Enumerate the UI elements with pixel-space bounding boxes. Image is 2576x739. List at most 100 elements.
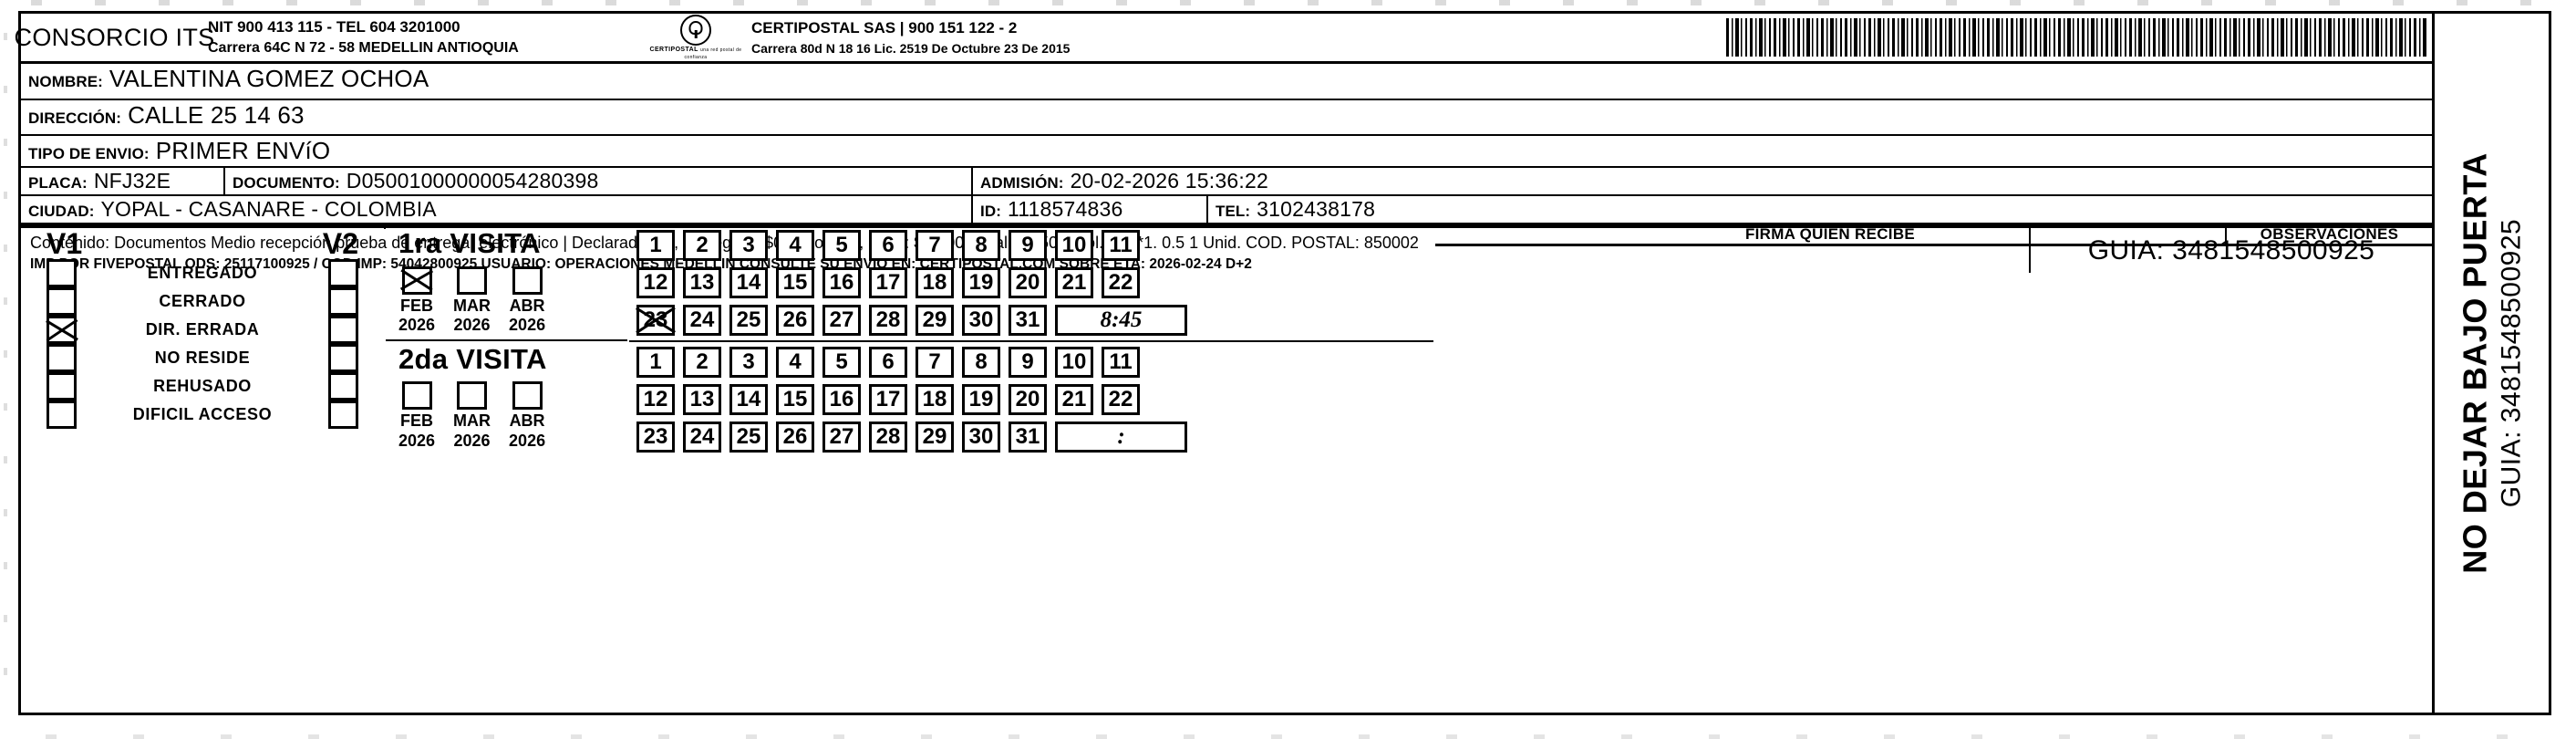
- v1-day-11[interactable]: 11: [1102, 230, 1140, 261]
- status-label-no-reside: NO RESIDE: [154, 349, 251, 367]
- v1-day-7[interactable]: 7: [916, 230, 954, 261]
- v1-day-29[interactable]: 29: [916, 305, 954, 336]
- v1-day-18[interactable]: 18: [916, 267, 954, 298]
- v1-day-31[interactable]: 31: [1009, 305, 1047, 336]
- tel-value: 3102438178: [1257, 197, 1376, 221]
- v1-day-15[interactable]: 15: [776, 267, 814, 298]
- v2-day-31[interactable]: 31: [1009, 422, 1047, 453]
- visit-2-month-feb-checkbox[interactable]: [401, 381, 432, 411]
- v2-day-19[interactable]: 19: [962, 384, 1000, 415]
- v1-day-10[interactable]: 10: [1055, 230, 1093, 261]
- v2-day-14[interactable]: 14: [729, 384, 768, 415]
- v1-day-27[interactable]: 27: [822, 305, 861, 336]
- checkbox-v2-rehusado[interactable]: [328, 372, 358, 401]
- v2-day-13[interactable]: 13: [683, 384, 721, 415]
- v1-day-13[interactable]: 13: [683, 267, 721, 298]
- v1-day-6[interactable]: 6: [869, 230, 907, 261]
- visit-2-time-value[interactable]: :: [1055, 422, 1187, 453]
- v2-day-11[interactable]: 11: [1102, 347, 1140, 378]
- visit-2-title: 2da VISITA: [398, 342, 547, 375]
- v1-day-19[interactable]: 19: [962, 267, 1000, 298]
- v2-day-28[interactable]: 28: [869, 422, 907, 453]
- checkbox-v1-dificil-acceso[interactable]: [47, 401, 77, 429]
- visit-2-months: FEB 2026 MAR 2026: [398, 381, 618, 451]
- checkbox-v2-no-reside[interactable]: [328, 344, 358, 372]
- v2-day-26[interactable]: 26: [776, 422, 814, 453]
- v2-day-27[interactable]: 27: [822, 422, 861, 453]
- v2-day-10[interactable]: 10: [1055, 347, 1093, 378]
- v2-day-16[interactable]: 16: [822, 384, 861, 415]
- v2-day-22[interactable]: 22: [1102, 384, 1140, 415]
- v1-day-22[interactable]: 22: [1102, 267, 1140, 298]
- v1-day-26[interactable]: 26: [776, 305, 814, 336]
- left-fields-stack: TIPO DE ENVIO: PRIMER ENVíO PLACA: NFJ32…: [21, 136, 2432, 453]
- v2-day-8[interactable]: 8: [962, 347, 1000, 378]
- visit-2-month-mar[interactable]: MAR 2026: [453, 381, 491, 451]
- v2-day-3[interactable]: 3: [729, 347, 768, 378]
- v2-day-2[interactable]: 2: [683, 347, 721, 378]
- v1-day-3[interactable]: 3: [729, 230, 768, 261]
- scan-artifact-top: [0, 0, 2576, 5]
- checkbox-v1-cerrado[interactable]: [47, 287, 77, 316]
- v1-day-24[interactable]: 24: [683, 305, 721, 336]
- visit-2-month-abr-checkbox[interactable]: [512, 381, 543, 411]
- v1-day-12[interactable]: 12: [636, 267, 675, 298]
- v2-day-1[interactable]: 1: [636, 347, 675, 378]
- visit-1-month-abr[interactable]: ABR 2026: [509, 265, 545, 336]
- visit-1-time-value[interactable]: 8:45: [1055, 305, 1187, 336]
- v2-day-17[interactable]: 17: [869, 384, 907, 415]
- v2-day-24[interactable]: 24: [683, 422, 721, 453]
- v1-day-16[interactable]: 16: [822, 267, 861, 298]
- v1-day-20[interactable]: 20: [1009, 267, 1047, 298]
- v2-day-18[interactable]: 18: [916, 384, 954, 415]
- checkbox-v2-dificil-acceso[interactable]: [328, 401, 358, 429]
- v1-day-14[interactable]: 14: [729, 267, 768, 298]
- visit-1-month-mar-checkbox[interactable]: [457, 265, 488, 295]
- visit-1-month-feb-checkbox[interactable]: [401, 265, 432, 295]
- visit-1-month-abr-checkbox[interactable]: [512, 265, 543, 295]
- visit-1-month-feb[interactable]: FEB 2026: [398, 265, 435, 336]
- vertical-notice-strip: NO DEJAR BAJO PUERTA GUIA: 3481548500925: [2432, 14, 2549, 713]
- checkbox-v1-dir-errada[interactable]: [47, 316, 77, 344]
- v1-day-17[interactable]: 17: [869, 267, 907, 298]
- certipostal-logo: CERTIPOSTAL una red postal de confianza: [646, 14, 746, 61]
- v1-day-1[interactable]: 1: [636, 230, 675, 261]
- v2-day-21[interactable]: 21: [1055, 384, 1093, 415]
- v2-day-4[interactable]: 4: [776, 347, 814, 378]
- v2-day-20[interactable]: 20: [1009, 384, 1047, 415]
- v2-day-9[interactable]: 9: [1009, 347, 1047, 378]
- v1-day-8[interactable]: 8: [962, 230, 1000, 261]
- v1-day-21[interactable]: 21: [1055, 267, 1093, 298]
- visit-2-month-feb[interactable]: FEB 2026: [398, 381, 435, 451]
- v1-day-23[interactable]: 23: [636, 305, 675, 336]
- v2-day-30[interactable]: 30: [962, 422, 1000, 453]
- checkbox-v1-rehusado[interactable]: [47, 372, 77, 401]
- v1-day-30[interactable]: 30: [962, 305, 1000, 336]
- v1-day-9[interactable]: 9: [1009, 230, 1047, 261]
- v1-day-25[interactable]: 25: [729, 305, 768, 336]
- v1-day-2[interactable]: 2: [683, 230, 721, 261]
- status-rows: ENTREGADO CERRADO: [21, 259, 384, 429]
- v2-day-23[interactable]: 23: [636, 422, 675, 453]
- checkbox-v2-cerrado[interactable]: [328, 287, 358, 316]
- checkbox-v1-entregado[interactable]: [47, 259, 77, 287]
- certipostal-logo-word: CERTIPOSTAL: [649, 46, 698, 53]
- checkbox-v2-entregado[interactable]: [328, 259, 358, 287]
- visit-2-month-abr-year: 2026: [509, 431, 546, 450]
- v1-day-4[interactable]: 4: [776, 230, 814, 261]
- v2-day-12[interactable]: 12: [636, 384, 675, 415]
- v2-day-5[interactable]: 5: [822, 347, 861, 378]
- v1-day-28[interactable]: 28: [869, 305, 907, 336]
- visit-1-month-mar[interactable]: MAR 2026: [453, 265, 491, 336]
- visit-2-month-abr[interactable]: ABR 2026: [509, 381, 545, 451]
- checkbox-v1-no-reside[interactable]: [47, 344, 77, 372]
- v2-day-15[interactable]: 15: [776, 384, 814, 415]
- v2-day-29[interactable]: 29: [916, 422, 954, 453]
- checkbox-v2-dir-errada[interactable]: [328, 316, 358, 344]
- visit-1-month-mar-year: 2026: [453, 316, 491, 335]
- visit-2-month-mar-checkbox[interactable]: [457, 381, 488, 411]
- v2-day-6[interactable]: 6: [869, 347, 907, 378]
- v2-day-7[interactable]: 7: [916, 347, 954, 378]
- v1-day-5[interactable]: 5: [822, 230, 861, 261]
- v2-day-25[interactable]: 25: [729, 422, 768, 453]
